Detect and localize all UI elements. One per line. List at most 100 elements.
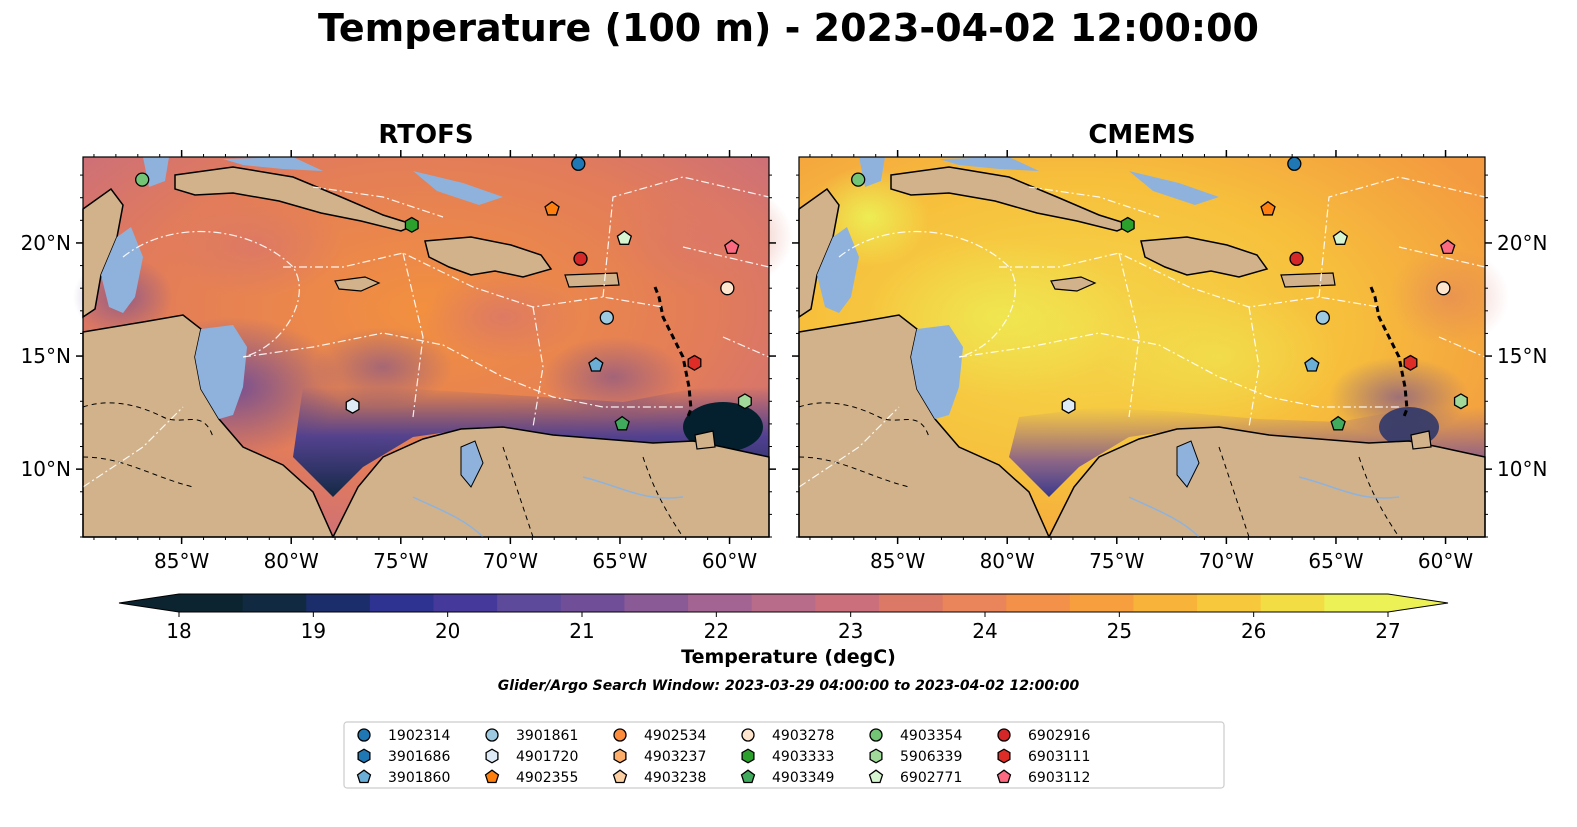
float-marker-3901861 (599, 310, 614, 325)
x-tick-label: 70°W (1199, 549, 1254, 573)
colorbar-tick-label: 21 (569, 619, 594, 643)
legend-marker-5906339 (869, 748, 883, 764)
rtofs-panel-title: RTOFS (378, 120, 474, 150)
legend-label: 4903354 (900, 728, 962, 744)
colorbar-segment (751, 594, 816, 612)
legend-marker-4903238 (612, 769, 628, 784)
float-marker-4903354 (135, 172, 150, 187)
colorbar-segment (179, 594, 244, 612)
colorbar-extend-min (119, 594, 179, 612)
x-tick-label: 85°W (154, 549, 209, 573)
float-marker-6903112 (1440, 239, 1456, 255)
legend-label: 3901861 (516, 728, 578, 744)
colorbar-tick-label: 27 (1375, 619, 1400, 643)
colorbar: 18 19 20 21 22 23 24 25 26 27 (118, 593, 1449, 643)
float-marker-5906339 (1453, 393, 1468, 410)
legend: 1902314 3901686 3901860 3901861 4901720 49023… (343, 721, 1225, 789)
colorbar-extend-max (1388, 594, 1448, 612)
legend-label: 4903238 (644, 770, 706, 786)
colorbar-segment (242, 594, 307, 612)
legend-marker-4902534 (613, 728, 627, 742)
figure-title: Temperature (100 m) - 2023-04-02 12:00:0… (317, 6, 1259, 50)
x-tick-label: 75°W (373, 549, 428, 573)
colorbar-tick-label: 25 (1107, 619, 1132, 643)
float-marker-3901861 (1315, 310, 1330, 325)
colorbar-tick-label: 22 (704, 619, 729, 643)
y-tick-label: 20°N (21, 231, 71, 255)
cmems-panel-title: CMEMS (1088, 120, 1196, 150)
float-marker-4903278 (1436, 281, 1451, 296)
legend-label: 4903349 (772, 770, 834, 786)
colorbar-segment (1197, 594, 1262, 612)
legend-marker-3901861 (485, 728, 499, 742)
legend-label: 4902534 (644, 728, 706, 744)
float-marker-6903111 (1403, 354, 1418, 371)
legend-marker-4901720 (485, 748, 499, 764)
x-tick-label: 75°W (1089, 549, 1144, 573)
colorbar-segment (942, 594, 1007, 612)
legend-label: 1902314 (388, 728, 450, 744)
float-marker-4903354 (851, 172, 866, 187)
legend-marker-4903333 (741, 748, 755, 764)
legend-marker-4902355 (484, 769, 500, 784)
x-tick-label: 80°W (980, 549, 1035, 573)
float-marker-3901860 (1304, 356, 1320, 372)
legend-marker-4903237 (613, 748, 627, 764)
float-marker-4903278 (720, 281, 735, 296)
legend-marker-4903278 (741, 728, 755, 742)
legend-label: 4901720 (516, 749, 578, 765)
legend-label: 4903278 (772, 728, 834, 744)
colorbar-segment (433, 594, 498, 612)
legend-label: 3901686 (388, 749, 450, 765)
x-tick-label: 70°W (483, 549, 538, 573)
x-tick-label: 80°W (264, 549, 319, 573)
float-marker-4901720 (1061, 397, 1076, 414)
float-marker-6902771 (616, 230, 633, 245)
colorbar-segment (878, 594, 944, 612)
float-marker-4901720 (345, 397, 360, 414)
cmems-map (797, 155, 1509, 539)
legend-label: 4902355 (516, 770, 578, 786)
x-tick-label: 60°W (702, 549, 757, 573)
legend-label: 6902916 (1028, 728, 1090, 744)
float-marker-6902771 (1332, 230, 1349, 245)
legend-marker-6902771 (868, 769, 884, 784)
colorbar-tick-label: 24 (972, 619, 997, 643)
colorbar-segment (688, 594, 753, 612)
colorbar-segment (369, 594, 435, 612)
legend-label: 6902771 (900, 770, 962, 786)
colorbar-tick-label: 26 (1241, 619, 1266, 643)
float-marker-4902355 (544, 200, 560, 216)
colorbar-segment (1260, 594, 1325, 612)
float-marker-4903333 (404, 216, 419, 233)
search-window-text: Glider/Argo Search Window: 2023-03-29 04… (497, 678, 1080, 694)
legend-marker-6903111 (997, 748, 1011, 764)
float-marker-4903349 (614, 415, 630, 431)
colorbar-segment (306, 594, 371, 612)
rtofs-map (73, 155, 793, 539)
float-marker-1902314 (571, 156, 586, 171)
legend-label: 4903237 (644, 749, 706, 765)
float-marker-6902916 (1289, 251, 1304, 266)
float-marker-6903112 (724, 239, 740, 255)
colorbar-segment (1324, 594, 1389, 612)
float-marker-3901860 (588, 356, 604, 372)
legend-marker-1902314 (357, 728, 371, 742)
float-marker-4903349 (1330, 415, 1346, 431)
x-tick-label: 85°W (870, 549, 925, 573)
colorbar-segment (1069, 594, 1135, 612)
legend-label: 3901860 (388, 770, 450, 786)
colorbar-segment (560, 594, 626, 612)
float-marker-4903333 (1120, 216, 1135, 233)
colorbar-tick-label: 23 (838, 619, 863, 643)
legend-label: 4903333 (772, 749, 834, 765)
y-tick-label: 15°N (21, 344, 71, 368)
legend-label: 6903111 (1028, 749, 1090, 765)
colorbar-segment (497, 594, 562, 612)
float-marker-1902314 (1287, 156, 1302, 171)
x-tick-label: 65°W (1308, 549, 1363, 573)
colorbar-segment (815, 594, 880, 612)
legend-marker-4903354 (869, 728, 883, 742)
colorbar-segment (624, 594, 689, 612)
